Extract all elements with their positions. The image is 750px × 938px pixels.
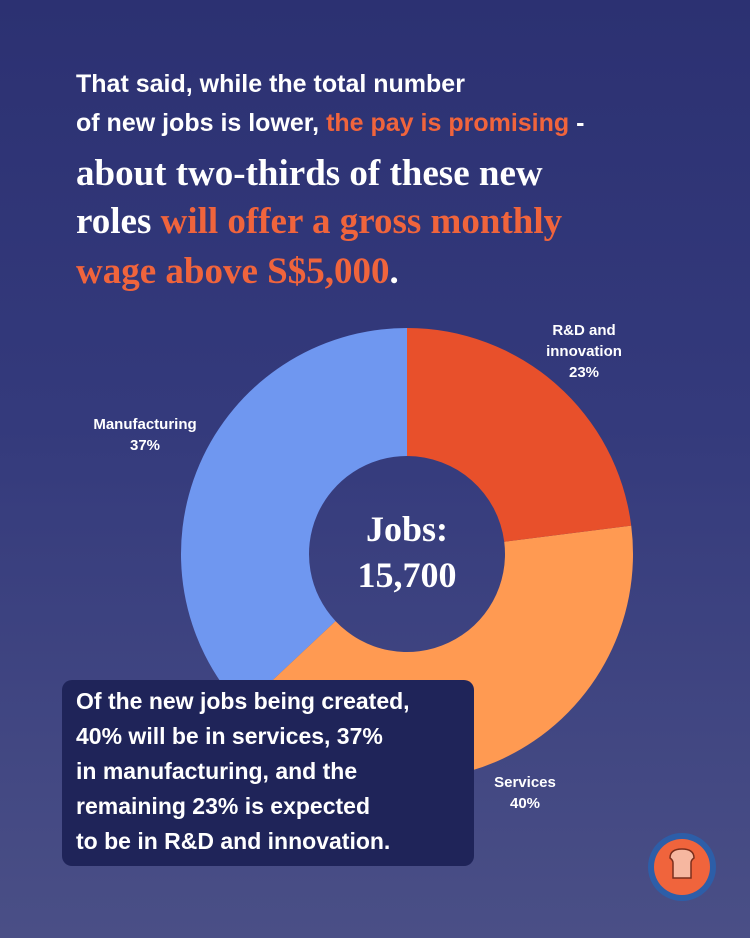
caption-line: Of the new jobs being created,	[76, 688, 410, 714]
slice-label: Services 40%	[455, 772, 595, 814]
headline-text: of new jobs is lower,	[76, 109, 327, 137]
headline-text: That said, while the total number	[76, 70, 465, 98]
headline-line: roles will offer a gross monthly	[76, 200, 562, 243]
caption-line: 40% will be in services, 37%	[76, 723, 383, 749]
center-text: Jobs:	[365, 509, 449, 549]
slice-label: R&D and innovation 23%	[519, 320, 649, 383]
value-label: 23%	[568, 364, 600, 381]
headline-text: .	[389, 251, 399, 292]
caption-line: remaining 23% is expected	[76, 793, 371, 819]
slice-label: Manufacturing 37%	[75, 414, 215, 456]
headline-line: about two-thirds of these new	[76, 152, 543, 195]
headline-text: -	[569, 109, 585, 137]
headline-text: roles	[76, 201, 161, 242]
headline-line: wage above S$5,000.	[76, 250, 399, 293]
headline-text: will offer a gross monthly	[160, 201, 563, 242]
logo-toast	[669, 848, 695, 879]
center-text: 15,700	[357, 555, 457, 595]
caption-line: to be in R&D and innovation.	[76, 828, 391, 854]
category-label: R&D and innovation	[546, 322, 622, 360]
headline-text: the pay is promising	[326, 109, 570, 137]
value-label: 40%	[509, 795, 541, 812]
headline-line: of new jobs is lower, the pay is promisi…	[76, 109, 584, 138]
caption-line: in manufacturing, and the	[76, 758, 358, 784]
donut-slice	[407, 328, 632, 542]
donut-slice	[181, 328, 407, 709]
headline-text: about two-thirds of these new	[76, 153, 543, 194]
value-label: 37%	[129, 437, 161, 454]
headline-line: That said, while the total number	[76, 70, 465, 99]
caption-box	[62, 680, 474, 866]
category-label: Manufacturing	[93, 416, 197, 433]
category-label: Services	[494, 774, 556, 791]
headline-text: wage above S$5,000	[76, 251, 390, 292]
